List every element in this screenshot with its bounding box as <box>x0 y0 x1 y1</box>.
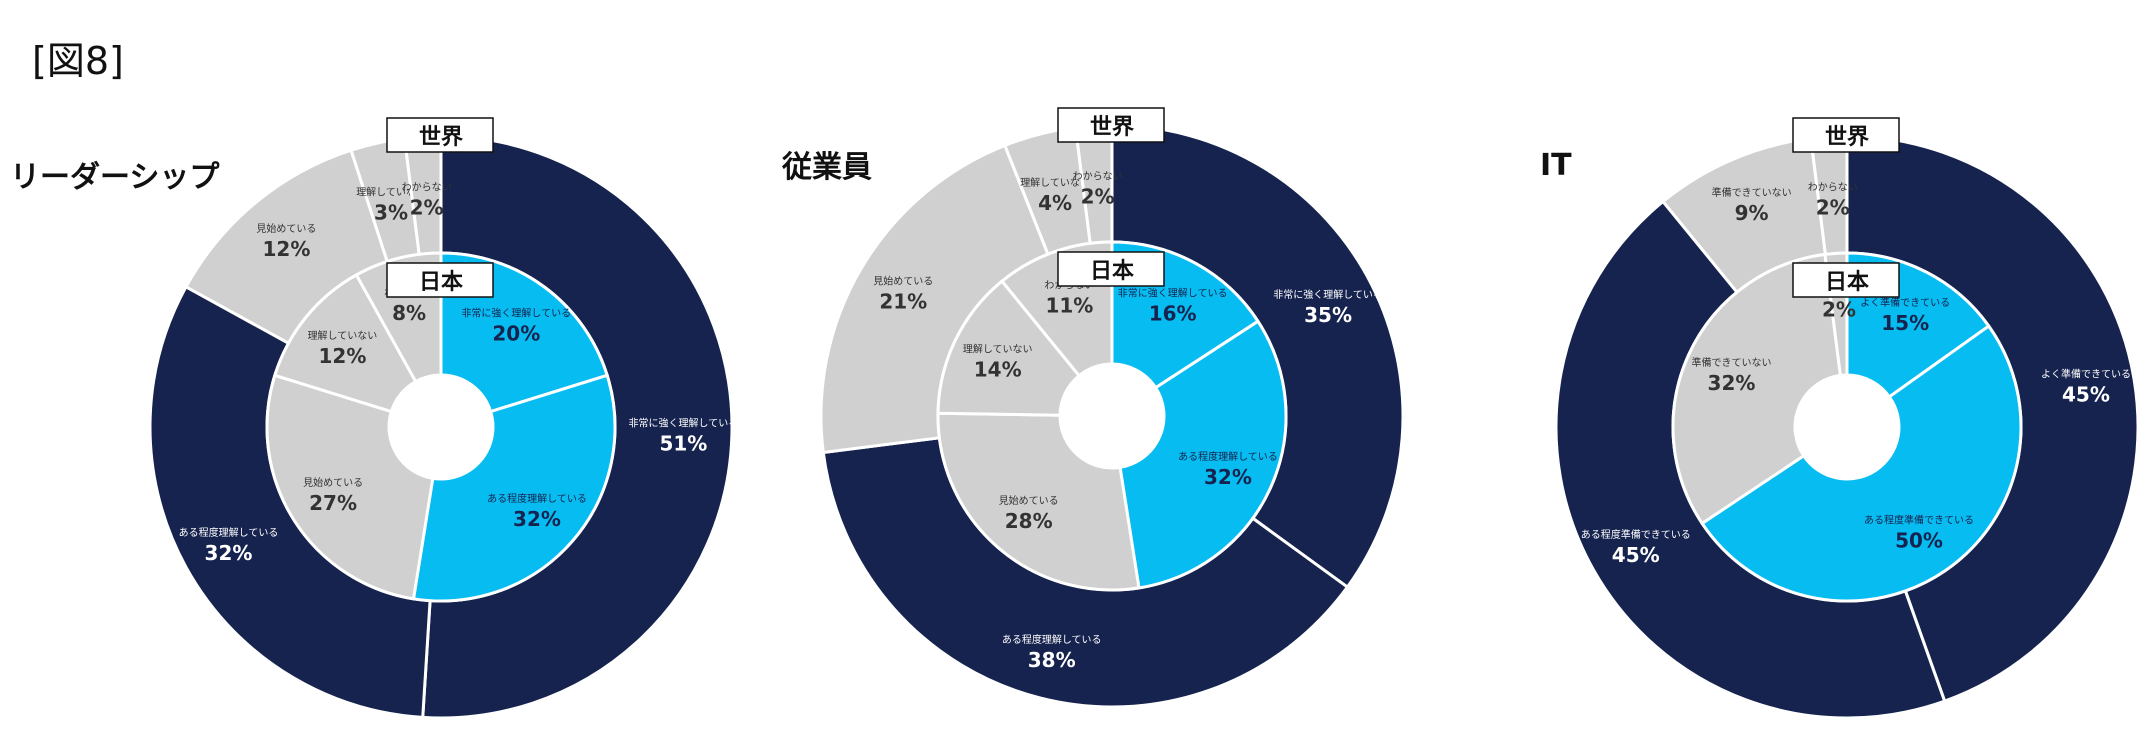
japan-slice-3-value-label: 14% <box>974 358 1022 382</box>
world-ring-label: 世界 <box>1057 107 1165 143</box>
world-slice-1-name-label: ある程度準備できている <box>1581 528 1691 541</box>
japan-ring-label-box <box>1057 251 1165 287</box>
world-slice-4-value-label: 2% <box>410 195 444 219</box>
chart-title-it: IT <box>1540 148 1572 183</box>
world-slice-0-name-label: よく準備できている <box>2041 368 2131 381</box>
japan-ring-label: 日本 <box>386 262 494 298</box>
japan-slice-4-value-label: 8% <box>392 301 426 325</box>
world-slice-3-name-label: 理解していない <box>356 186 426 199</box>
world-slice-1-value-label: 38% <box>1028 648 1076 672</box>
chart-title-employees: 従業員 <box>782 150 872 185</box>
world-slice-2-value-label: 21% <box>879 290 927 314</box>
donut-center-hole <box>1060 364 1164 468</box>
japan-slice-1-name-label: ある程度理解している <box>1178 450 1278 463</box>
world-slice-0-name-label: 非常に強く理解している <box>1273 288 1383 301</box>
japan-slice-3-name-label: 理解していない <box>308 329 378 342</box>
world-slice-1-name-label: ある程度理解している <box>1002 633 1102 646</box>
figure-label: [図8] <box>32 39 124 83</box>
japan-ring-label-box <box>1792 262 1900 298</box>
japan-slice-2-name-label: 準備できていない <box>1691 356 1771 369</box>
world-slice-2-name-label: 見始めている <box>873 275 933 288</box>
japan-ring-label-box <box>386 262 494 298</box>
japan-slice-0-value-label: 15% <box>1881 311 1929 335</box>
world-slice-1-value-label: 45% <box>1612 543 1660 567</box>
world-slice-4-value-label: 2% <box>1081 184 1115 208</box>
world-ring-label-box <box>1792 117 1900 153</box>
japan-slice-0-value-label: 20% <box>492 322 540 346</box>
japan-slice-1-name-label: ある程度理解している <box>487 492 587 505</box>
japan-slice-1-value-label: 32% <box>513 507 561 531</box>
world-slice-0-value-label: 45% <box>2062 383 2110 407</box>
world-ring-label-text: 世界 <box>1825 125 1869 150</box>
world-ring-label-text: 世界 <box>1090 115 1134 140</box>
chart-title-leadership: リーダーシップ <box>10 160 220 195</box>
japan-ring-label: 日本 <box>1792 262 1900 298</box>
world-slice-2-value-label: 9% <box>1735 201 1769 225</box>
japan-slice-0-value-label: 16% <box>1149 301 1197 325</box>
japan-slice-3-name-label: 理解していない <box>963 343 1033 356</box>
world-slice-2-value-label: 12% <box>262 237 310 261</box>
japan-slice-3-value-label: 12% <box>318 344 366 368</box>
world-ring-label-text: 世界 <box>419 125 463 150</box>
japan-ring-label-text: 日本 <box>1090 259 1134 284</box>
japan-slice-1-name-label: ある程度準備できている <box>1864 514 1974 527</box>
japan-slice-2-value-label: 32% <box>1708 371 1756 395</box>
japan-slice-1-value-label: 50% <box>1895 529 1943 553</box>
japan-slice-1-value-label: 32% <box>1204 465 1252 489</box>
world-slice-0-name-label: 非常に強く理解している <box>629 417 739 430</box>
world-slice-1-value-label: 32% <box>205 541 253 565</box>
donut-center-hole <box>389 375 493 479</box>
japan-ring-label-text: 日本 <box>419 270 463 295</box>
world-slice-3-value-label: 3% <box>374 201 408 225</box>
japan-slice-2-value-label: 28% <box>1005 509 1053 533</box>
japan-ring-label-text: 日本 <box>1825 270 1869 295</box>
japan-slice-0-name-label: よく準備できている <box>1860 296 1950 309</box>
world-slice-3-value-label: 4% <box>1038 191 1072 215</box>
world-ring-label: 世界 <box>386 117 494 153</box>
world-slice-2-name-label: 見始めている <box>256 222 316 235</box>
world-slice-3-name-label: わからない <box>1808 181 1858 193</box>
world-slice-4-name-label: わからない <box>1073 170 1123 182</box>
world-ring-label: 世界 <box>1792 117 1900 153</box>
japan-slice-0-name-label: 非常に強く理解している <box>461 307 571 320</box>
japan-slice-2-value-label: 27% <box>309 491 357 515</box>
world-slice-2-name-label: 準備できていない <box>1712 186 1792 199</box>
world-slice-4-name-label: わからない <box>402 181 452 193</box>
world-slice-0-value-label: 35% <box>1304 303 1352 327</box>
donut-center-hole <box>1795 375 1899 479</box>
japan-slice-3-value-label: 2% <box>1822 297 1856 321</box>
japan-slice-2-name-label: 見始めている <box>999 494 1059 507</box>
world-ring-label-box <box>1057 107 1165 143</box>
japan-slice-4-value-label: 11% <box>1045 293 1093 317</box>
japan-ring-label: 日本 <box>1057 251 1165 287</box>
world-slice-1-name-label: ある程度理解している <box>179 526 279 539</box>
japan-slice-0-name-label: 非常に強く理解している <box>1118 286 1228 299</box>
world-slice-3-name-label: 理解していない <box>1020 176 1090 189</box>
world-ring-label-box <box>386 117 494 153</box>
world-slice-3-value-label: 2% <box>1816 195 1850 219</box>
japan-slice-2-name-label: 見始めている <box>303 476 363 489</box>
world-slice-0-value-label: 51% <box>659 432 707 456</box>
